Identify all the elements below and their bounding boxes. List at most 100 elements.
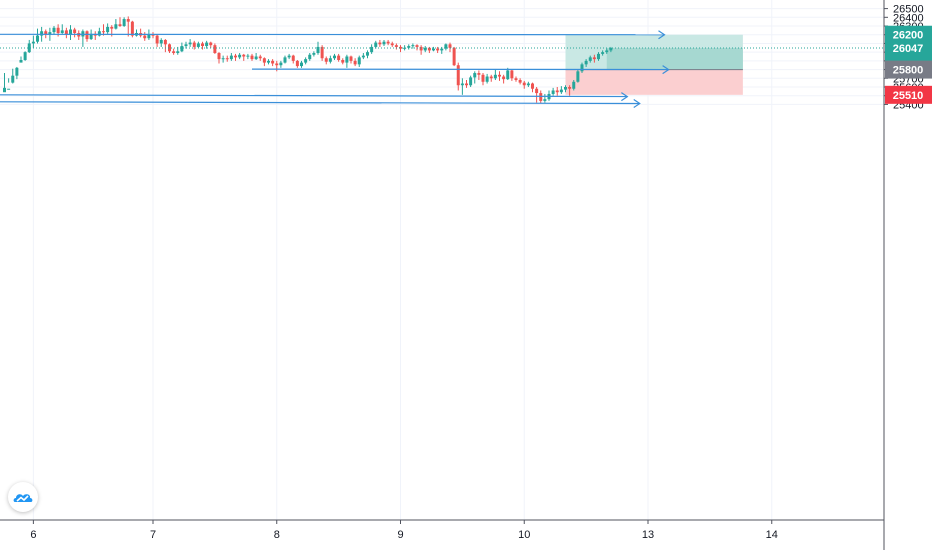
candle-body <box>263 58 266 62</box>
candle-body <box>543 99 546 101</box>
candle-body <box>436 49 439 51</box>
candle-body <box>581 64 584 71</box>
candle-body <box>24 52 27 60</box>
candle-body <box>288 56 291 58</box>
candle-body <box>531 84 534 89</box>
candle-body <box>597 54 600 59</box>
candle-body <box>7 89 10 90</box>
loss-zone <box>566 70 743 95</box>
candle-body <box>185 44 188 46</box>
candle-body <box>259 57 262 59</box>
candle-body <box>292 56 295 61</box>
time-tick-label: 9 <box>397 529 403 541</box>
candle-body <box>383 42 386 45</box>
tradingview-logo[interactable] <box>8 482 38 512</box>
candle-body <box>160 40 163 43</box>
candle-body <box>255 57 258 60</box>
candle-body <box>420 47 423 50</box>
candle-body <box>234 56 237 58</box>
candle-body <box>20 60 23 63</box>
candle-body <box>395 45 398 47</box>
candle-body <box>61 30 64 33</box>
candle-body <box>601 52 604 54</box>
candle-body <box>147 35 150 38</box>
candle-body <box>123 19 126 26</box>
candle-body <box>502 77 505 80</box>
candle-body <box>164 40 167 44</box>
candle-body <box>535 89 538 93</box>
candle-body <box>473 73 476 77</box>
candle-body <box>246 56 249 57</box>
candle-body <box>102 31 105 32</box>
candle-body <box>593 57 596 59</box>
candle-body <box>73 30 76 33</box>
time-tick-label: 7 <box>150 529 156 541</box>
candle-body <box>114 24 117 28</box>
candle-body <box>205 43 208 46</box>
current-price-label: 26047 <box>893 43 924 55</box>
candle-body <box>387 42 390 44</box>
candle-body <box>523 83 526 86</box>
candle-body <box>172 51 175 53</box>
candle-body <box>119 24 122 26</box>
candle-body <box>284 57 287 62</box>
candle-body <box>300 63 303 66</box>
candle-body <box>490 77 493 79</box>
candle-body <box>407 46 410 48</box>
candle-body <box>106 27 109 32</box>
candle-body <box>176 51 179 53</box>
price-tick-label: 26500 <box>893 4 924 16</box>
candle-body <box>304 59 307 62</box>
candle-body <box>345 57 348 63</box>
candle-body <box>527 84 530 86</box>
candle-body <box>440 49 443 51</box>
candle-body <box>515 78 518 80</box>
candle-body <box>341 60 344 63</box>
candle-body <box>251 56 254 59</box>
candle-body <box>209 43 212 46</box>
candle-body <box>312 53 315 55</box>
time-tick-label: 10 <box>518 529 530 541</box>
candle-body <box>572 82 575 89</box>
candle-body <box>226 58 229 59</box>
candle-body <box>354 61 357 64</box>
candle-body <box>193 43 196 47</box>
position-zones[interactable] <box>566 35 743 95</box>
candle-body <box>143 36 146 39</box>
candle-body <box>564 87 567 90</box>
candle-body <box>271 61 274 64</box>
candle-body <box>391 43 394 45</box>
candle-body <box>576 71 579 81</box>
candle-body <box>506 70 509 79</box>
time-tick-label: 6 <box>30 529 36 541</box>
candle-body <box>556 90 559 92</box>
candle-body <box>358 57 361 64</box>
candle-body <box>321 47 324 58</box>
candle-body <box>449 44 452 47</box>
candle-body <box>238 55 241 58</box>
candle-body <box>560 90 563 93</box>
candle-body <box>201 43 204 46</box>
candle-body <box>362 56 365 58</box>
candle-body <box>378 43 381 45</box>
candle-body <box>180 46 183 51</box>
candle-body <box>40 31 43 35</box>
candle-body <box>350 57 353 61</box>
candle-body <box>32 42 35 44</box>
time-tick-label: 8 <box>274 529 280 541</box>
time-tick-label: 13 <box>642 529 654 541</box>
candle-body <box>86 31 89 39</box>
candle-body <box>552 90 555 93</box>
candle-body <box>494 75 497 78</box>
candle-body <box>127 19 130 22</box>
candle-body <box>333 56 336 59</box>
profit-zone-realized <box>607 48 743 70</box>
cloud-chart-icon <box>8 482 38 512</box>
candle-body <box>189 43 192 45</box>
candle-body <box>337 56 340 60</box>
candle-body <box>242 55 245 57</box>
candle-body <box>11 76 14 83</box>
candle-body <box>218 53 221 59</box>
